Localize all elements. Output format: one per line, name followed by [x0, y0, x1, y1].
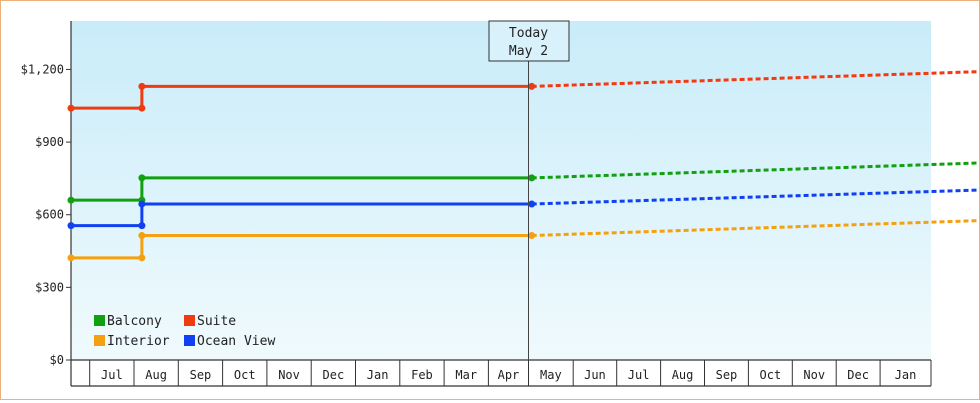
legend-label: Balcony	[107, 314, 162, 329]
x-tick-label: Jan	[895, 368, 917, 382]
today-label: May 2	[509, 44, 548, 59]
data-point	[138, 232, 146, 240]
series-line-forecast	[531, 219, 980, 238]
legend-swatch	[184, 335, 195, 346]
legend-swatch	[94, 315, 105, 326]
series-line-history	[71, 202, 532, 228]
plot-area	[71, 21, 931, 360]
series-line-history	[71, 84, 532, 110]
data-point	[67, 254, 75, 262]
x-tick-label: Apr	[498, 368, 520, 382]
x-tick-label: Nov	[803, 368, 825, 382]
y-tick-label: $0	[50, 353, 64, 367]
data-point	[67, 196, 75, 204]
x-tick-label: Dec	[323, 368, 345, 382]
x-tick-label: Sep	[716, 368, 738, 382]
x-tick-label: Jul	[628, 368, 650, 382]
data-point	[528, 200, 536, 208]
data-point	[138, 200, 146, 208]
data-point	[528, 174, 536, 182]
series-line-forecast	[531, 161, 980, 180]
series-line-history	[71, 234, 532, 260]
x-tick-label: Jul	[101, 368, 123, 382]
series-line-forecast	[531, 70, 980, 88]
x-tick-label: Mar	[455, 368, 477, 382]
y-tick-label: $600	[35, 208, 64, 222]
y-tick-label: $300	[35, 280, 64, 294]
x-tick-label: Aug	[145, 368, 167, 382]
legend-label: Suite	[197, 314, 236, 329]
data-point	[138, 82, 146, 90]
data-point	[138, 254, 146, 262]
data-point	[138, 174, 146, 182]
legend-swatch	[184, 315, 195, 326]
y-tick-label: $1,200	[21, 62, 64, 76]
x-tick-label: Sep	[190, 368, 212, 382]
data-point	[138, 104, 146, 112]
x-tick-label: Aug	[672, 368, 694, 382]
x-tick-label: Dec	[847, 368, 869, 382]
data-point	[138, 222, 146, 230]
legend-label: Interior	[107, 334, 170, 349]
series-line-forecast	[531, 188, 980, 206]
today-box	[488, 20, 570, 62]
legend-swatch	[94, 335, 105, 346]
x-tick-label: Nov	[278, 368, 300, 382]
x-tick-label: Feb	[411, 368, 433, 382]
data-point	[528, 82, 536, 90]
x-tick-label: Oct	[234, 368, 256, 382]
x-tick-label: Jun	[584, 368, 606, 382]
x-tick-label: May	[540, 368, 562, 382]
series-line-history	[71, 176, 532, 202]
x-tick-label: Oct	[760, 368, 782, 382]
data-point	[67, 104, 75, 112]
data-point	[528, 232, 536, 240]
data-point	[67, 222, 75, 230]
y-tick-label: $900	[35, 135, 64, 149]
x-tick-label: Jan	[367, 368, 389, 382]
today-label: Today	[509, 26, 548, 41]
legend-label: Ocean View	[197, 334, 275, 349]
